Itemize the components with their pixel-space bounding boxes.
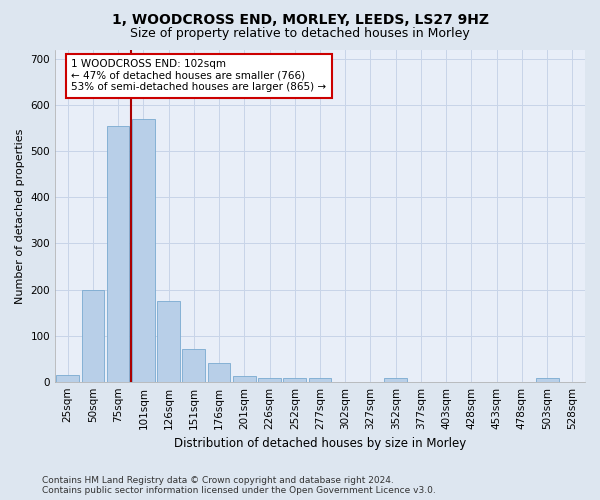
- Bar: [536, 378, 559, 382]
- Bar: [182, 350, 205, 382]
- Y-axis label: Number of detached properties: Number of detached properties: [15, 128, 25, 304]
- Bar: [233, 376, 256, 382]
- Bar: [308, 378, 331, 382]
- Text: Contains HM Land Registry data © Crown copyright and database right 2024.
Contai: Contains HM Land Registry data © Crown c…: [42, 476, 436, 495]
- Bar: [107, 126, 130, 382]
- Bar: [157, 301, 180, 382]
- Text: 1, WOODCROSS END, MORLEY, LEEDS, LS27 9HZ: 1, WOODCROSS END, MORLEY, LEEDS, LS27 9H…: [112, 12, 488, 26]
- Bar: [56, 375, 79, 382]
- Text: Size of property relative to detached houses in Morley: Size of property relative to detached ho…: [130, 28, 470, 40]
- Text: 1 WOODCROSS END: 102sqm
← 47% of detached houses are smaller (766)
53% of semi-d: 1 WOODCROSS END: 102sqm ← 47% of detache…: [71, 59, 326, 92]
- Bar: [132, 119, 155, 382]
- Bar: [258, 378, 281, 382]
- Bar: [82, 290, 104, 382]
- X-axis label: Distribution of detached houses by size in Morley: Distribution of detached houses by size …: [174, 437, 466, 450]
- Bar: [283, 378, 306, 382]
- Bar: [385, 378, 407, 382]
- Bar: [208, 364, 230, 382]
